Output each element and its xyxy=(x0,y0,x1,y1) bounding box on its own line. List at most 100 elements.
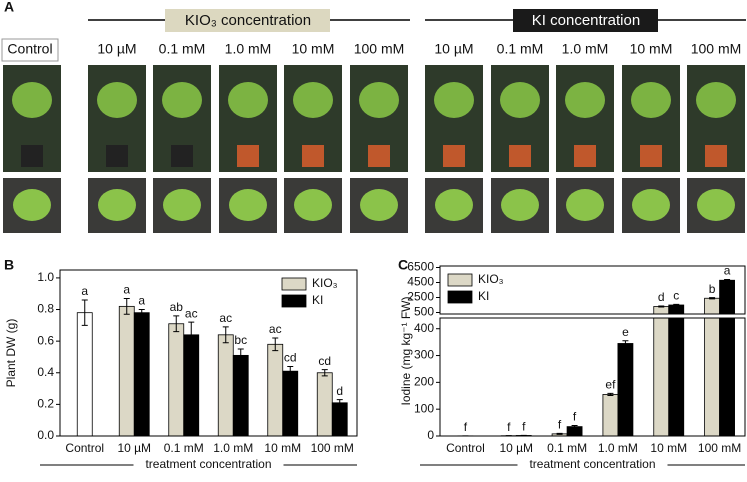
x-axis-label: treatment concentration xyxy=(145,457,271,471)
plant-pot xyxy=(106,145,128,167)
concentration-label: 1.0 mM xyxy=(225,41,272,57)
bar xyxy=(653,306,670,437)
significance-letter: a xyxy=(138,294,145,308)
x-tick-label: 10 mM xyxy=(264,441,301,455)
bar xyxy=(183,334,200,437)
x-tick-label: 100 mM xyxy=(311,441,354,455)
rosette-leaves xyxy=(501,189,539,221)
error-bar xyxy=(622,340,629,347)
concentration-label: 10 µM xyxy=(97,41,136,57)
plant-leaves xyxy=(565,82,605,118)
rosette-leaves xyxy=(163,189,201,221)
rosette-leaves xyxy=(360,189,398,221)
bar xyxy=(118,305,135,437)
error-bar xyxy=(724,279,731,282)
bar xyxy=(168,323,185,437)
y-tick-label: 0.6 xyxy=(37,333,54,347)
error-bar xyxy=(336,399,343,407)
error-bar xyxy=(571,425,578,429)
y-tick-label: 200 xyxy=(414,375,434,389)
significance-letter: ac xyxy=(269,322,282,336)
x-tick-label: 1.0 mM xyxy=(213,441,253,455)
concentration-label: 1.0 mM xyxy=(562,41,609,57)
x-tick-label: 100 mM xyxy=(698,441,741,455)
bar xyxy=(668,304,685,437)
significance-letter: a xyxy=(123,283,130,297)
concentration-label: 10 mM xyxy=(630,41,673,57)
legend-swatch xyxy=(447,273,473,287)
plot-frame xyxy=(59,269,358,437)
error-bar xyxy=(556,432,563,435)
error-bar xyxy=(673,303,680,307)
y-tick-label: 0.8 xyxy=(37,302,54,316)
significance-letter: d xyxy=(336,384,343,398)
plant-leaves xyxy=(162,82,202,118)
error-bar xyxy=(272,337,279,352)
legend-label: KIO₃ xyxy=(312,276,338,290)
x-axis-label: treatment concentration xyxy=(529,457,655,471)
x-tick-label: Control xyxy=(446,441,485,455)
y-tick-label: 0 xyxy=(427,428,434,442)
concentration-label: 100 mM xyxy=(354,41,405,57)
significance-letter: c xyxy=(673,289,679,303)
plant-pot xyxy=(443,145,465,167)
error-bar xyxy=(188,321,195,348)
bar xyxy=(617,343,634,437)
significance-letter: e xyxy=(622,325,629,339)
bar xyxy=(282,370,299,437)
bar xyxy=(267,343,284,437)
error-bar xyxy=(138,309,145,317)
group-label: KI concentration xyxy=(532,12,640,29)
y-tick-label: 300 xyxy=(414,348,434,362)
rosette-leaves xyxy=(435,189,473,221)
y-axis-label: Iodine (mg kg⁻¹ FW) xyxy=(399,296,413,405)
group-box xyxy=(165,9,330,32)
legend-swatch xyxy=(281,277,307,291)
plant-leaves xyxy=(293,82,333,118)
plant-leaves xyxy=(12,82,52,118)
x-tick-label: Control xyxy=(65,441,104,455)
error-bar xyxy=(658,305,665,308)
plant-pot xyxy=(21,145,43,167)
significance-letter: d xyxy=(658,290,665,304)
error-bar xyxy=(321,369,328,377)
error-bar xyxy=(607,392,614,397)
group-label: KIO₃ concentration xyxy=(185,12,311,29)
y-tick-label: 6500 xyxy=(407,260,434,274)
legend-swatch xyxy=(281,294,307,308)
legend-label: KI xyxy=(478,289,489,303)
axis-break xyxy=(439,314,746,318)
x-tick-label: 1.0 mM xyxy=(598,441,638,455)
x-tick-label: 0.1 mM xyxy=(547,441,587,455)
significance-letter: bc xyxy=(234,333,247,347)
bar xyxy=(217,334,234,437)
rosette-leaves xyxy=(13,189,51,221)
significance-letter: a xyxy=(724,264,731,278)
x-tick-label: 10 µM xyxy=(499,441,533,455)
significance-letter: ab xyxy=(170,300,184,314)
rosette-leaves xyxy=(294,189,332,221)
bar xyxy=(704,297,720,437)
plant-pot xyxy=(302,145,324,167)
y-tick-label: 0.4 xyxy=(37,365,54,379)
plant-leaves xyxy=(631,82,671,118)
plant-pot xyxy=(171,145,193,167)
panel-label: A xyxy=(4,0,14,15)
y-tick-label: 1.0 xyxy=(37,270,54,284)
plant-pot xyxy=(574,145,596,167)
rosette-leaves xyxy=(229,189,267,221)
legend-label: KIO₃ xyxy=(478,272,504,286)
rosette-leaves xyxy=(632,189,670,221)
bar xyxy=(76,312,93,437)
significance-letter: f xyxy=(507,420,511,434)
y-tick-label: 400 xyxy=(414,321,434,335)
bar xyxy=(602,394,619,437)
plot-frame xyxy=(439,265,746,315)
rosette-leaves xyxy=(566,189,604,221)
concentration-label: 0.1 mM xyxy=(159,41,206,57)
y-tick-label: 500 xyxy=(414,305,434,319)
concentration-label: 10 µM xyxy=(434,41,473,57)
error-bar xyxy=(287,365,294,377)
bar xyxy=(719,279,735,437)
